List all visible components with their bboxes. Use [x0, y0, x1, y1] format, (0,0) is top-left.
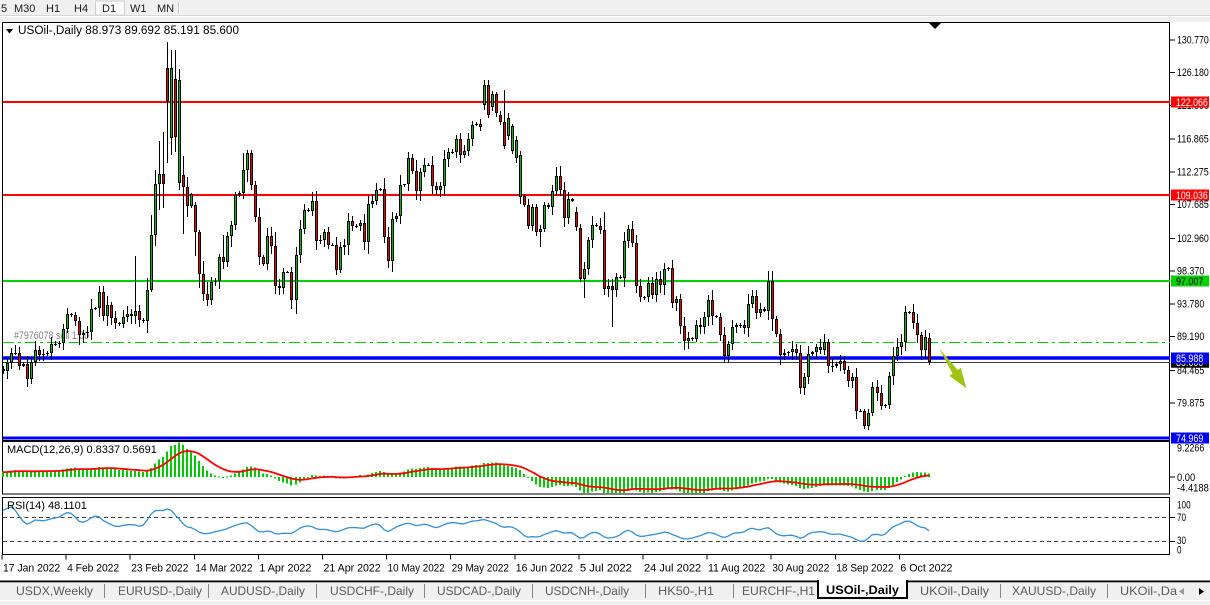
svg-text:84.465: 84.465: [1177, 365, 1204, 377]
svg-text:EURUSD-,Daily: EURUSD-,Daily: [118, 584, 202, 598]
svg-text:W1: W1: [130, 3, 147, 15]
svg-text:102.960: 102.960: [1177, 233, 1209, 245]
svg-text:97.007: 97.007: [1176, 276, 1203, 288]
svg-text:-4.4188: -4.4188: [1177, 483, 1209, 495]
svg-text:100: 100: [1177, 500, 1191, 512]
svg-text:USDX,Weekly: USDX,Weekly: [16, 584, 93, 598]
svg-text:UKOil-,Da: UKOil-,Da: [1120, 584, 1177, 598]
svg-text:D1: D1: [102, 3, 116, 15]
svg-text:1 Apr 2022: 1 Apr 2022: [259, 563, 311, 575]
svg-text:H1: H1: [46, 3, 60, 15]
svg-text:USDCHF-,Daily: USDCHF-,Daily: [330, 584, 414, 598]
svg-text:H4: H4: [74, 3, 88, 15]
svg-text:0.00: 0.00: [1177, 472, 1195, 484]
svg-text:USDCAD-,Daily: USDCAD-,Daily: [437, 584, 521, 598]
svg-text:107.685: 107.685: [1177, 199, 1209, 211]
svg-text:17 Jan 2022: 17 Jan 2022: [3, 563, 60, 575]
svg-text:79.875: 79.875: [1177, 398, 1204, 410]
svg-text:89.190: 89.190: [1177, 331, 1204, 343]
svg-text:5: 5: [1, 3, 7, 15]
svg-text:11 Aug 2022: 11 Aug 2022: [708, 563, 765, 575]
svg-text:16 Jun 2022: 16 Jun 2022: [516, 563, 573, 575]
svg-text:18 Sep 2022: 18 Sep 2022: [836, 563, 893, 575]
svg-text:USOil-,Daily: USOil-,Daily: [826, 583, 899, 597]
svg-text:29 May 2022: 29 May 2022: [452, 563, 509, 575]
svg-text:112.275: 112.275: [1177, 166, 1209, 178]
svg-text:USDCNH-,Daily: USDCNH-,Daily: [545, 584, 629, 598]
svg-text:M30: M30: [14, 3, 35, 15]
svg-text:0: 0: [1177, 544, 1182, 556]
svg-text:6 Oct 2022: 6 Oct 2022: [900, 563, 952, 575]
svg-text:85.988: 85.988: [1176, 353, 1203, 365]
svg-text:4 Feb 2022: 4 Feb 2022: [67, 563, 119, 575]
svg-text:93.780: 93.780: [1177, 298, 1204, 310]
svg-text:24 Jul 2022: 24 Jul 2022: [644, 563, 701, 575]
svg-text:10 May 2022: 10 May 2022: [388, 563, 445, 575]
svg-text:30 Aug 2022: 30 Aug 2022: [772, 563, 829, 575]
svg-text:5 Jul 2022: 5 Jul 2022: [580, 563, 632, 575]
svg-text:XAUUSD-,Daily: XAUUSD-,Daily: [1012, 584, 1096, 598]
svg-text:9.2266: 9.2266: [1177, 443, 1204, 455]
svg-text:#7976078 sell 1.00: #7976078 sell 1.00: [14, 330, 89, 342]
svg-text:70: 70: [1177, 512, 1186, 524]
svg-text:109.036: 109.036: [1176, 190, 1208, 202]
svg-text:116.865: 116.865: [1177, 134, 1209, 146]
svg-text:14 Mar 2022: 14 Mar 2022: [195, 563, 252, 575]
svg-text:USOil-,Daily 88.973 89.692 85: USOil-,Daily 88.973 89.692 85.191 85.600: [18, 25, 239, 37]
svg-text:30: 30: [1177, 535, 1186, 547]
svg-text:RSI(14) 48.1101: RSI(14) 48.1101: [7, 500, 87, 512]
svg-text:HK50-,H1: HK50-,H1: [658, 584, 714, 598]
svg-text:MACD(12,26,9) 0.8337 0.5691: MACD(12,26,9) 0.8337 0.5691: [7, 444, 157, 456]
svg-text:EURCHF-,H1: EURCHF-,H1: [742, 584, 815, 598]
svg-text:MN: MN: [157, 3, 174, 15]
svg-text:AUDUSD-,Daily: AUDUSD-,Daily: [221, 584, 305, 598]
svg-text:23 Feb 2022: 23 Feb 2022: [131, 563, 188, 575]
svg-text:74.969: 74.969: [1176, 433, 1203, 445]
svg-text:UKOil-,Daily: UKOil-,Daily: [920, 584, 989, 598]
svg-text:98.370: 98.370: [1177, 266, 1204, 278]
svg-text:130.770: 130.770: [1177, 34, 1209, 46]
svg-text:21 Apr 2022: 21 Apr 2022: [324, 563, 381, 575]
svg-text:122.066: 122.066: [1176, 97, 1208, 109]
svg-text:126.180: 126.180: [1177, 67, 1209, 79]
